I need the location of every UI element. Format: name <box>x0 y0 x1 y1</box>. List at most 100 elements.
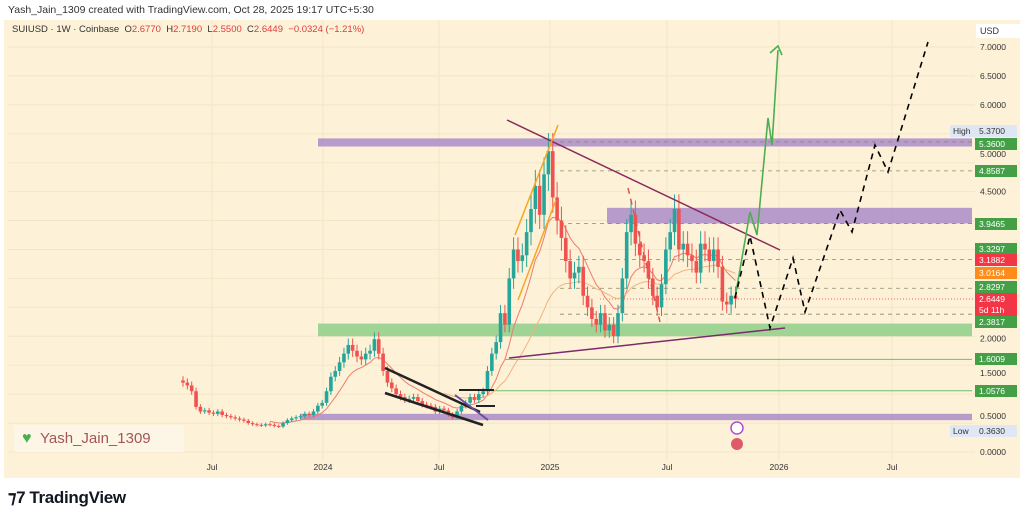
candle <box>355 344 359 363</box>
candle <box>624 218 629 289</box>
candle <box>694 249 699 284</box>
candle-body <box>729 295 733 305</box>
candle <box>276 424 281 429</box>
candle-body <box>185 382 190 386</box>
candle-body <box>629 214 633 233</box>
candle <box>416 393 420 405</box>
candle-body <box>720 266 725 302</box>
candle-body <box>616 313 620 337</box>
candle-body <box>707 249 712 262</box>
candle <box>572 261 577 289</box>
candle-body <box>672 208 677 233</box>
candle <box>216 409 220 417</box>
price-label <box>975 267 1017 279</box>
price-label-value: 1.0576 <box>979 386 1005 396</box>
candle <box>559 206 564 251</box>
candle <box>564 225 568 273</box>
candle <box>359 350 364 365</box>
candle <box>542 157 546 230</box>
zone-resistance <box>607 207 972 224</box>
candle-body <box>590 307 594 319</box>
candle <box>194 387 198 410</box>
candle <box>511 237 516 289</box>
time-tick-label: Jul <box>662 462 673 472</box>
candle <box>376 332 381 360</box>
candle <box>477 390 481 404</box>
candle-body <box>603 313 607 331</box>
candle <box>237 416 242 422</box>
candle-body <box>572 272 577 279</box>
zone-support <box>300 413 972 421</box>
candle-body <box>189 385 194 392</box>
candle <box>333 366 338 382</box>
candle-body <box>324 391 329 403</box>
candle <box>555 182 559 235</box>
time-tick-label: 2026 <box>770 462 789 472</box>
candle-body <box>346 344 351 354</box>
candle-body <box>263 424 268 426</box>
candle-body <box>651 278 655 296</box>
candle-body <box>494 342 498 354</box>
candle-body <box>511 249 516 279</box>
candle <box>546 133 551 191</box>
price-tick-label: 4.5000 <box>980 187 1006 197</box>
candle-body <box>581 266 585 296</box>
high-label: H <box>166 24 174 35</box>
currency-label[interactable]: USD <box>976 24 1020 38</box>
candle-body <box>550 151 555 198</box>
candle-body <box>481 391 485 395</box>
candle <box>259 423 264 427</box>
candle-body <box>355 350 359 357</box>
bullish-projection-path <box>734 49 779 299</box>
candle-body <box>246 420 251 424</box>
candle <box>207 407 211 416</box>
candle <box>651 268 655 306</box>
candle-body <box>498 313 503 343</box>
candle <box>303 411 307 419</box>
candle-body <box>311 411 316 415</box>
candle <box>677 194 681 262</box>
candle-body <box>607 324 612 331</box>
lightning-event-icon <box>730 421 744 435</box>
candle-body <box>637 243 642 256</box>
price-tick-label: 6.5000 <box>980 71 1006 81</box>
price-tick-label: 7.0000 <box>980 42 1006 52</box>
price-label <box>975 316 1017 328</box>
candle <box>598 304 603 333</box>
price-label <box>975 385 1017 397</box>
candle-body <box>337 362 342 371</box>
candle-body <box>459 405 464 412</box>
close-label: C <box>247 24 254 35</box>
price-label-value: 2.8297 <box>979 282 1005 292</box>
open-label: O <box>124 24 132 35</box>
candle <box>520 243 525 273</box>
candle <box>459 402 464 414</box>
candle-body <box>559 220 564 238</box>
zone-support <box>318 323 972 337</box>
green-heart-icon: ♥ <box>22 430 32 447</box>
price-label <box>975 138 1017 150</box>
candle-body <box>250 423 255 425</box>
candle-body <box>298 416 303 418</box>
channel-line <box>514 124 559 236</box>
candle <box>337 356 342 376</box>
candle-body <box>485 370 490 392</box>
dashed-trend-line <box>627 187 661 323</box>
symbol-info[interactable]: SUIUSD · 1W · Coinbase <box>12 24 120 35</box>
price-label <box>975 293 1017 317</box>
candle-body <box>333 370 338 377</box>
candle-body <box>659 284 664 308</box>
candle-body <box>646 261 651 279</box>
candle <box>446 407 451 417</box>
candle <box>324 387 329 406</box>
candle-body <box>624 232 629 279</box>
candle <box>272 423 277 428</box>
change-value: −0.0324 (−1.21%) <box>288 24 365 35</box>
tradingview-logo[interactable]: ⁊7 TradingView <box>8 488 126 508</box>
price-label <box>975 218 1017 230</box>
candle-body <box>220 411 224 415</box>
flag-lower-line <box>384 391 484 427</box>
candle-body <box>468 397 472 403</box>
candle-body <box>503 313 507 325</box>
